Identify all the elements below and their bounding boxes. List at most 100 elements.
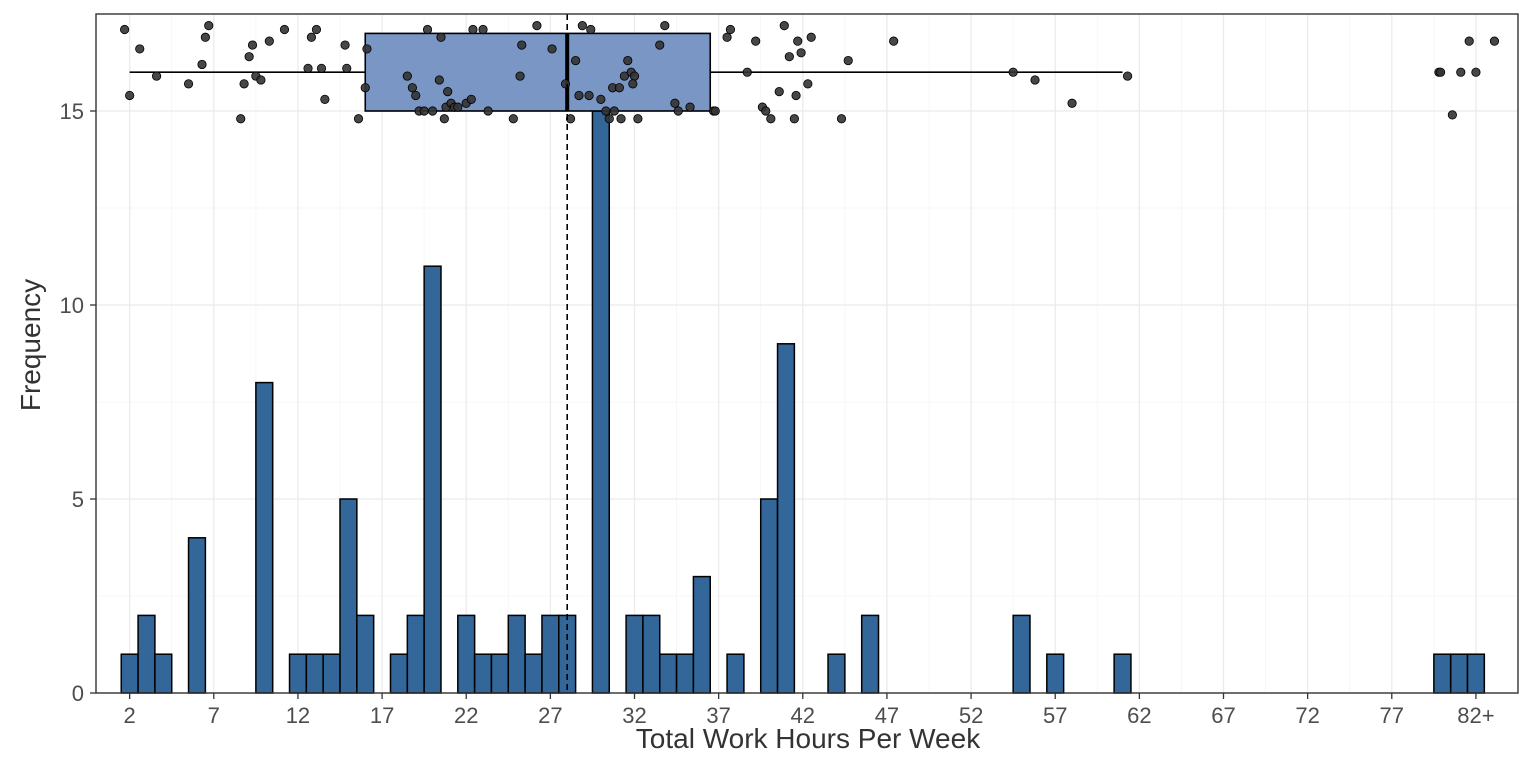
histogram-bar: [187, 537, 207, 694]
histogram-bar: [726, 653, 745, 694]
jitter-point: [547, 44, 557, 54]
jitter-point: [565, 114, 576, 124]
jitter-point: [264, 36, 274, 46]
histogram-bar: [322, 653, 341, 694]
histogram-bar: [389, 653, 409, 694]
jitter-point: [1456, 67, 1466, 77]
jitter-point: [789, 114, 799, 124]
jitter-point: [360, 83, 370, 93]
histogram-bar: [541, 614, 560, 694]
jitter-point: [766, 114, 776, 124]
jitter-point: [889, 36, 899, 46]
jitter-point: [247, 40, 258, 50]
jitter-point: [751, 36, 761, 46]
jitter-point: [1067, 98, 1077, 108]
jitter-point: [311, 24, 322, 35]
jitter-point: [722, 32, 732, 42]
jitter-point: [1030, 75, 1040, 85]
x-tick-label: 32: [622, 703, 646, 728]
jitter-point: [761, 106, 771, 116]
jitter-point: [1489, 36, 1500, 46]
jitter-point: [604, 114, 614, 124]
x-tick-label: 7: [208, 703, 220, 728]
jitter-point: [478, 24, 488, 35]
jitter-point: [560, 79, 571, 89]
histogram-bar: [473, 653, 493, 694]
jitter-point: [197, 59, 207, 70]
jitter-point: [239, 79, 249, 89]
histogram-bar: [659, 653, 678, 694]
histogram-bar: [591, 110, 611, 694]
x-tick-label: 62: [1127, 703, 1151, 728]
boxplot: [129, 32, 1123, 112]
jitter-point: [407, 83, 417, 93]
histogram-bar: [675, 653, 695, 694]
jitter-point: [120, 24, 130, 35]
jitter-point: [614, 83, 624, 93]
jitter-point: [633, 114, 643, 124]
histogram-bar: [356, 614, 375, 694]
jitter-point: [584, 90, 594, 101]
jitter-point: [791, 90, 801, 101]
jitter-point: [803, 79, 813, 89]
x-tick-label: 72: [1295, 703, 1319, 728]
histogram-bar: [759, 498, 779, 694]
x-axis-title: Total Work Hours Per Week: [636, 723, 981, 754]
jitter-point: [320, 94, 330, 104]
jitter-point: [517, 40, 527, 50]
histogram-bar: [524, 653, 543, 694]
x-tick-label: 67: [1211, 703, 1235, 728]
jitter-point: [609, 106, 619, 116]
x-tick-label: 77: [1380, 703, 1404, 728]
histogram-bar: [1113, 653, 1132, 694]
jitter-point: [1122, 71, 1133, 81]
histogram-bar: [1433, 653, 1452, 694]
jitter-point: [660, 21, 670, 31]
boxplot-box: [364, 32, 712, 112]
jitter-point: [619, 71, 630, 81]
histogram-bar: [692, 575, 711, 694]
jitter-point: [574, 90, 584, 101]
jitter-point: [483, 106, 493, 116]
histogram-bar: [860, 614, 880, 694]
jitter-point: [256, 75, 266, 85]
grid: [96, 13, 1518, 694]
jitter-point: [125, 90, 135, 101]
jitter-point: [434, 75, 444, 85]
jitter-point: [508, 114, 518, 124]
histogram-bar: [827, 653, 846, 694]
jitter-point: [742, 67, 752, 77]
jitter-point: [353, 114, 364, 124]
jitter-point: [725, 24, 736, 35]
jitter-point: [200, 32, 210, 42]
jitter-point: [204, 21, 214, 31]
histogram-bar: [1466, 653, 1486, 694]
histogram-bar: [1012, 614, 1031, 694]
x-tick-label: 17: [370, 703, 394, 728]
panel-background: [96, 14, 1518, 693]
jitter-point: [427, 106, 438, 116]
x-tick-label: 37: [706, 703, 730, 728]
y-tick-label: 0: [72, 681, 84, 706]
jitter-point: [466, 94, 476, 104]
x-tick-label: 27: [538, 703, 562, 728]
x-tick-label: 57: [1043, 703, 1067, 728]
x-tick-label: 2: [124, 703, 136, 728]
jitter-point: [843, 55, 853, 66]
jitter-point: [601, 106, 611, 116]
jitter-point: [244, 52, 254, 62]
jitter-point: [453, 102, 463, 112]
histogram-bar: [288, 653, 308, 694]
jitter-point: [586, 24, 596, 35]
jitter-point: [623, 55, 633, 66]
histogram-bar: [423, 265, 442, 694]
jitter-point: [532, 21, 542, 31]
jitter-point: [784, 52, 794, 62]
jitter-point: [303, 63, 313, 73]
jitter-point: [411, 90, 421, 101]
jitter-point: [577, 21, 587, 31]
jitter-point: [596, 94, 606, 104]
histogram-bar: [642, 614, 661, 694]
jitter-point: [1435, 67, 1446, 77]
